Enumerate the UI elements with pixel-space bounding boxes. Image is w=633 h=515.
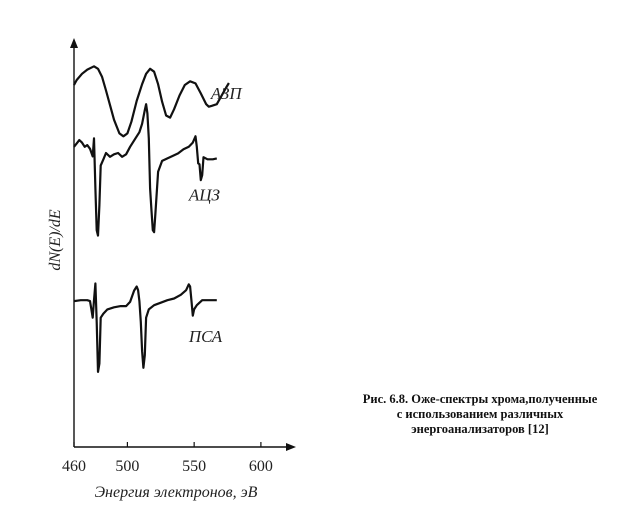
x-tick-label: 550 xyxy=(182,458,206,475)
series-line-2 xyxy=(73,103,218,237)
x-axis-arrow xyxy=(286,443,296,451)
series-label-2: АЦЗ xyxy=(188,185,221,204)
series-label-1: АЗП xyxy=(210,84,244,103)
caption-line-3: энергоанализаторов [12] xyxy=(411,422,549,436)
series-label-3: ПСА xyxy=(188,327,223,346)
series-labels: АЗП АЦЗ ПСА xyxy=(188,84,244,346)
y-axis-arrow xyxy=(70,38,78,48)
y-axis-title: dN(E)/dE xyxy=(47,209,64,271)
x-tick-label: 460 xyxy=(62,458,86,475)
series-lines xyxy=(73,65,230,373)
figure-caption: Рис. 6.8. Оже-спектры хрома,полученные с… xyxy=(330,392,630,437)
x-ticks: 460 500 550 600 xyxy=(62,442,273,475)
series-line-1 xyxy=(73,65,230,138)
caption-line-2: с использованием различных xyxy=(396,407,564,421)
axes xyxy=(70,38,296,451)
x-tick-label: 600 xyxy=(249,458,273,475)
caption-line-1: Рис. 6.8. Оже-спектры хрома,полученные xyxy=(362,392,598,406)
x-axis-title: Энергия электронов, эВ xyxy=(95,484,258,501)
series-line-3 xyxy=(73,282,217,373)
x-tick-label: 500 xyxy=(115,458,139,475)
